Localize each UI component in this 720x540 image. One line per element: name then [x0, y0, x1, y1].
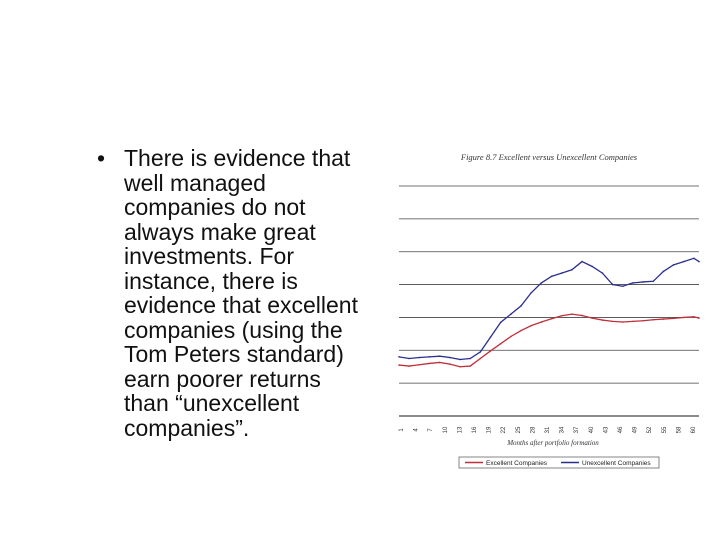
legend-label: Unexcellent Companies: [582, 460, 651, 467]
data-point: [449, 363, 451, 365]
data-point: [540, 282, 543, 284]
data-point: [489, 350, 492, 352]
data-point: [698, 317, 700, 319]
x-tick-label: 28: [530, 426, 536, 433]
x-tick-label: 37: [574, 426, 580, 433]
data-point: [530, 291, 533, 294]
data-point: [550, 275, 553, 278]
legend-box: [458, 456, 660, 469]
data-point: [611, 320, 614, 323]
x-tick-label: 52: [647, 426, 653, 433]
x-tick-label: 60: [691, 426, 697, 433]
x-tick-label: 25: [516, 426, 522, 433]
data-point: [408, 365, 410, 367]
data-point: [489, 336, 492, 338]
data-point: [632, 282, 634, 284]
x-tick-label: 7: [428, 428, 434, 432]
data-point: [459, 358, 461, 361]
x-tick-label: 40: [589, 426, 595, 433]
x-tick-label: 16: [472, 426, 478, 433]
data-point: [662, 270, 665, 273]
data-point: [571, 313, 573, 315]
data-point: [510, 313, 512, 315]
data-point: [418, 356, 421, 359]
x-axis-label: Months after portfolio formation: [506, 439, 599, 447]
x-tick-label: 58: [676, 426, 682, 433]
data-point: [621, 321, 624, 323]
x-tick-label: 10: [443, 426, 449, 433]
data-point: [601, 319, 604, 321]
bullet-text: There is evidence that well managed comp…: [124, 145, 358, 441]
data-point: [632, 320, 634, 323]
x-tick-label: 34: [560, 426, 566, 433]
chart-title: Figure 8.7 Excellent versus Unexcellent …: [460, 152, 638, 162]
x-tick-label: 4: [414, 428, 420, 432]
x-tick-label: 13: [457, 426, 463, 433]
data-point: [418, 363, 421, 366]
data-point: [479, 357, 482, 360]
data-point: [611, 283, 614, 286]
data-point: [581, 260, 583, 263]
data-point: [693, 315, 695, 318]
data-point: [438, 355, 441, 357]
data-point: [398, 356, 400, 358]
data-point: [591, 265, 594, 268]
data-point: [682, 316, 685, 319]
series-line: [398, 313, 700, 368]
data-point: [652, 280, 655, 283]
data-point: [672, 317, 675, 320]
data-point: [682, 260, 685, 263]
data-point: [499, 342, 502, 345]
data-point: [408, 357, 410, 360]
x-tick-label: 22: [501, 426, 507, 433]
x-tick-label: 43: [603, 426, 609, 433]
x-tick-label: 31: [545, 426, 551, 433]
data-point: [652, 318, 655, 321]
data-point: [459, 365, 461, 368]
data-point: [601, 272, 604, 274]
data-point: [530, 324, 533, 327]
data-point: [469, 365, 471, 367]
data-point: [428, 356, 431, 358]
data-point: [520, 329, 522, 332]
data-point: [428, 362, 431, 365]
data-point: [672, 264, 675, 266]
data-point: [449, 356, 451, 359]
data-point: [591, 317, 594, 319]
data-point: [642, 281, 644, 283]
data-point: [560, 272, 563, 274]
x-tick-label: 49: [633, 426, 639, 433]
x-tick-label: 19: [487, 426, 493, 433]
data-point: [581, 314, 583, 317]
series-line: [398, 257, 700, 361]
data-point: [642, 319, 644, 322]
x-tick-label: 55: [662, 426, 668, 433]
data-point: [571, 268, 573, 271]
data-point: [469, 357, 471, 360]
chart-figure: Figure 8.7 Excellent versus Unexcellent …: [395, 148, 705, 478]
data-point: [520, 305, 522, 307]
data-point: [560, 314, 563, 317]
data-point: [499, 321, 502, 324]
data-point: [662, 318, 665, 320]
bullet-block: • There is evidence that well managed co…: [97, 146, 389, 440]
data-point: [479, 351, 482, 353]
data-point: [550, 317, 553, 320]
line-chart: Figure 8.7 Excellent versus Unexcellent …: [398, 152, 700, 469]
x-tick-label: 46: [618, 426, 624, 433]
data-point: [621, 285, 624, 288]
x-tick-label: 1: [399, 428, 405, 432]
bullet-dot: •: [97, 145, 106, 171]
data-point: [540, 321, 543, 323]
data-point: [510, 335, 512, 338]
data-point: [693, 257, 695, 260]
data-point: [698, 260, 700, 263]
legend-label: Excellent Companies: [486, 460, 548, 467]
data-point: [398, 364, 400, 366]
data-point: [438, 361, 441, 364]
